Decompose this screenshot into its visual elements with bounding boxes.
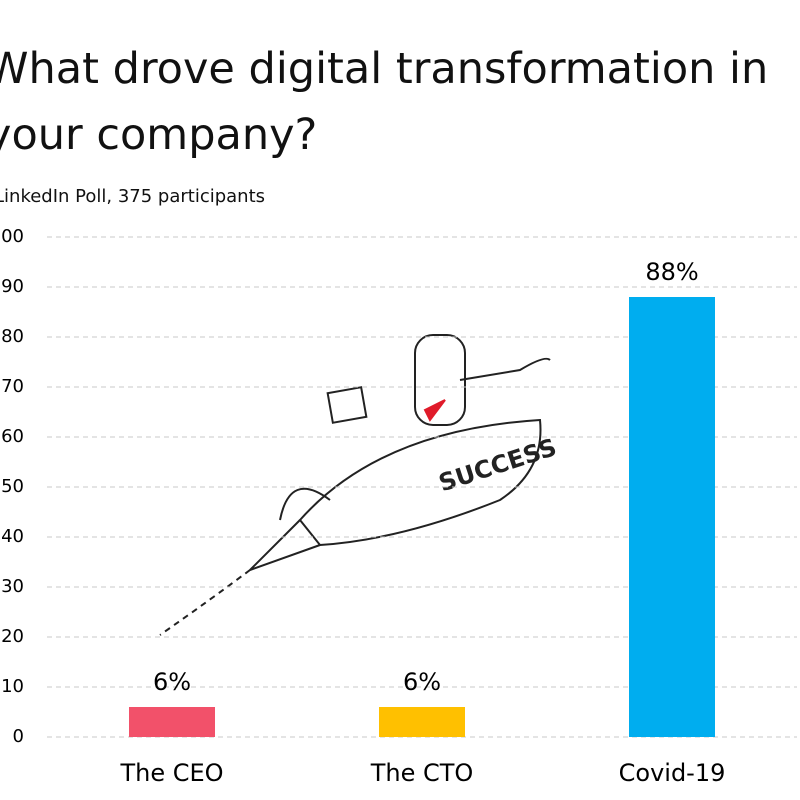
value-label: 88% — [645, 258, 698, 286]
y-tick-label: 100 — [0, 226, 24, 247]
bar — [129, 707, 215, 737]
x-tick-label: The CEO — [119, 759, 223, 787]
y-tick-label: 10 — [1, 676, 24, 697]
value-label: 6% — [403, 668, 441, 696]
rocket-illustration: SUCCESS — [159, 334, 560, 636]
y-tick-label: 40 — [1, 526, 24, 547]
y-tick-label: 80 — [1, 326, 24, 347]
bar — [379, 707, 465, 737]
x-tick-label: The CTO — [370, 759, 474, 787]
y-tick-label: 50 — [1, 476, 24, 497]
y-tick-label: 70 — [1, 376, 24, 397]
y-tick-label: 0 — [13, 726, 24, 747]
chart-subtitle: LinkedIn Poll, 375 participants — [0, 186, 266, 207]
x-tick-label: Covid-19 — [619, 759, 726, 787]
y-tick-label: 90 — [1, 276, 24, 297]
chart-title: What drove digital transformation in you… — [0, 44, 769, 160]
bar — [629, 297, 715, 737]
y-tick-label: 60 — [1, 426, 24, 447]
y-tick-label: 30 — [1, 576, 24, 597]
value-label: 6% — [153, 668, 191, 696]
y-tick-label: 20 — [1, 626, 24, 647]
